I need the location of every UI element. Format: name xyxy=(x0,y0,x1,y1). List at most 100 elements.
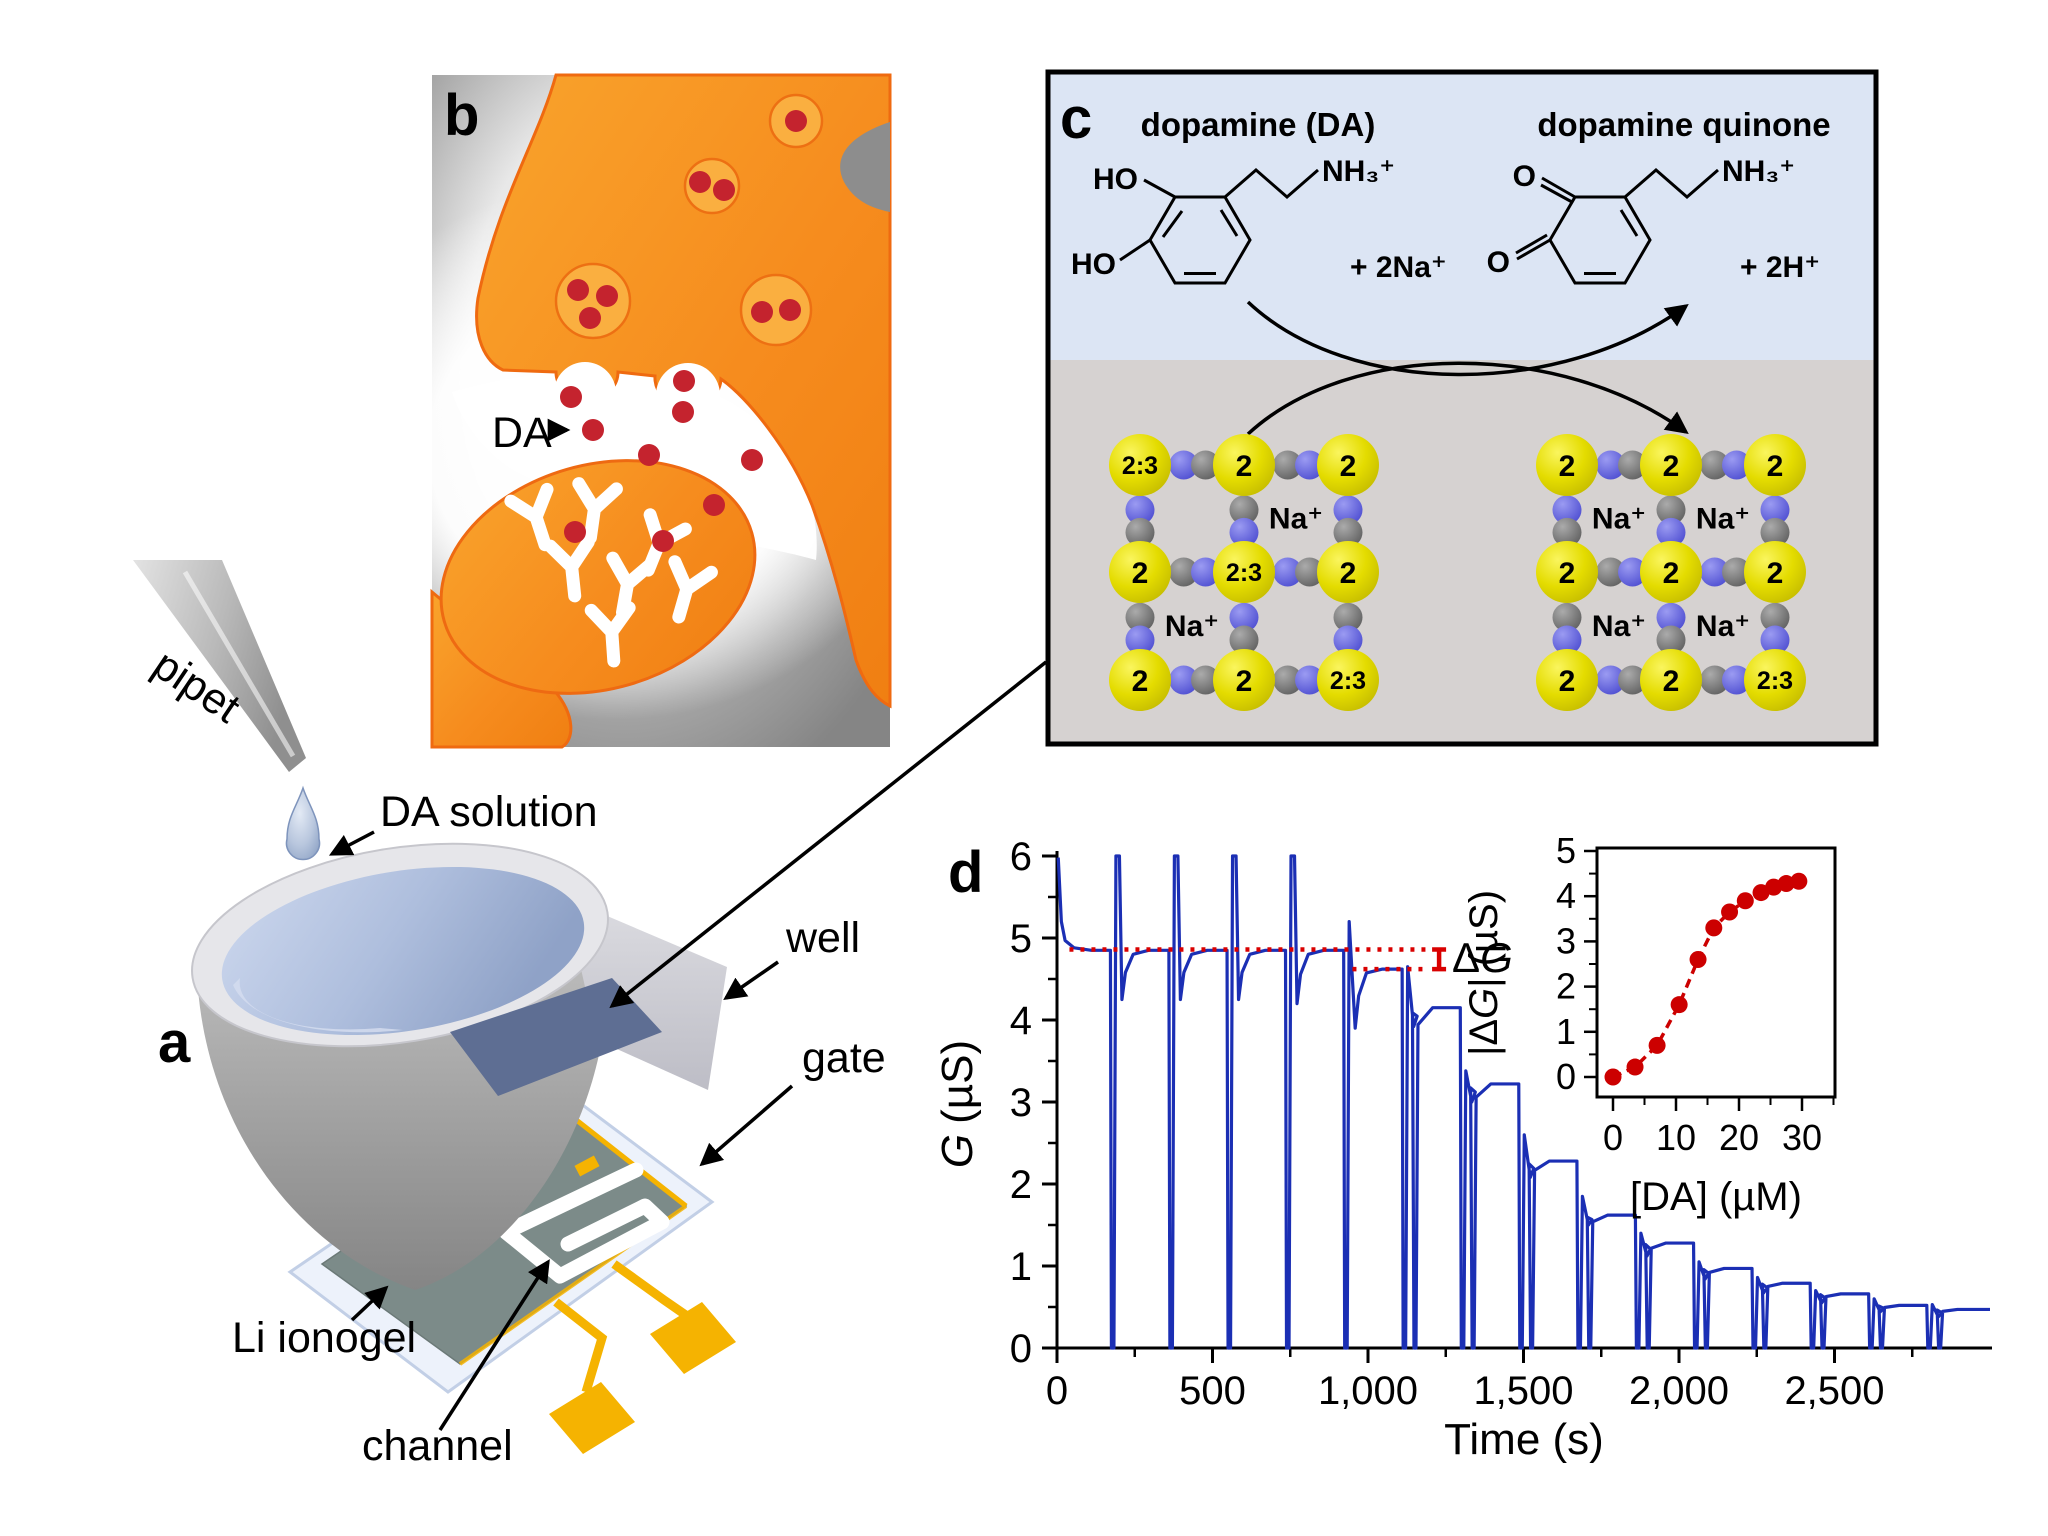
sodium-ion-label: Na⁺ xyxy=(1269,503,1323,536)
dopamine-quinone-title: dopamine quinone xyxy=(1537,106,1830,143)
cyanide-bridge-ball xyxy=(1125,602,1155,632)
receptor-y-icon xyxy=(543,535,595,603)
cyanide-bridge-ball xyxy=(1125,625,1155,655)
metal-node-label: 2 xyxy=(1559,665,1576,698)
dopamine-title: dopamine (DA) xyxy=(1141,106,1376,143)
cyanide-bridge-ball xyxy=(1596,557,1626,587)
dopamine-dot xyxy=(672,401,694,423)
plus-2na-label: + 2Na⁺ xyxy=(1350,251,1447,284)
y-tick-label: 5 xyxy=(1010,917,1032,961)
cyanide-bridge-ball xyxy=(1722,665,1752,695)
metal-node-label: 2 xyxy=(1663,450,1680,483)
liquid-highlight xyxy=(233,978,403,1033)
metal-node xyxy=(1744,434,1806,496)
metal-node-label: 2 xyxy=(1767,557,1784,590)
dopamine-dot xyxy=(560,386,582,408)
inset-y-tick-label: 3 xyxy=(1556,920,1576,961)
sodium-ion-label: Na⁺ xyxy=(1696,610,1750,643)
pipet-cone xyxy=(133,560,306,772)
cyanide-bridge-ball xyxy=(1229,495,1259,525)
cyanide-bridge-ball xyxy=(1656,495,1686,525)
pipet-highlight xyxy=(182,570,296,758)
cyanide-bridge-ball xyxy=(1191,557,1221,587)
cyanide-bridge-ball xyxy=(1760,602,1790,632)
vesicles xyxy=(554,93,824,347)
gold-tab xyxy=(574,1155,600,1177)
dopamine-dot xyxy=(689,171,711,193)
metal-node-label: 2:3 xyxy=(1757,667,1793,695)
sodium-ion-label: Na⁺ xyxy=(1696,503,1750,536)
panel-c-to-well-pointer xyxy=(609,660,1048,1009)
delta-g-annotation xyxy=(1069,947,1447,972)
inset-y-tick-label: 0 xyxy=(1556,1056,1576,1097)
cyanide-bridge-ball xyxy=(1722,557,1752,587)
receptor-y-icon xyxy=(504,482,554,552)
metal-node-label: 2 xyxy=(1236,450,1253,483)
x-tick-label: 0 xyxy=(1046,1369,1068,1413)
metal-node xyxy=(1744,649,1806,711)
panel-c-border xyxy=(1045,69,1879,747)
cyanide-bridge-ball xyxy=(1656,625,1686,655)
conductance-trace-path xyxy=(1056,854,1990,1350)
reaction-arrow-up xyxy=(1246,300,1689,377)
dopamine-dot xyxy=(779,299,801,321)
cyanide-bridge-ball xyxy=(1333,495,1363,525)
metal-node-label: 2 xyxy=(1767,450,1784,483)
x-tick-label: 2,500 xyxy=(1784,1369,1884,1413)
cyanide-bridge-ball xyxy=(1596,665,1626,695)
y-tick-label: 6 xyxy=(1010,835,1032,879)
metal-node xyxy=(1317,434,1379,496)
cyanide-bridge-ball xyxy=(1333,602,1363,632)
cyanide-bridge-ball xyxy=(1552,495,1582,525)
o-label-top: O xyxy=(1513,160,1536,193)
ho-label-bottom: HO xyxy=(1071,248,1116,281)
gate-arrow xyxy=(699,1084,794,1167)
inset-y-axis-label: |ΔG| (µS) xyxy=(1462,890,1506,1056)
cyanide-bridge-ball xyxy=(1760,625,1790,655)
postsynaptic-terminal xyxy=(439,459,757,695)
metal-node xyxy=(1536,541,1598,603)
dopamine-dot xyxy=(567,279,589,301)
well-arrow xyxy=(723,960,779,1000)
pba-lattice-reduced: 2:3 2 22 2:3 22 2 2:3Na⁺Na⁺ xyxy=(1109,434,1379,711)
x-tick-label: 1,500 xyxy=(1473,1369,1573,1413)
delta-g-label: ΔG xyxy=(1452,934,1513,981)
cyanide-bridge-ball xyxy=(1169,450,1199,480)
cyanide-bridge-ball xyxy=(1618,450,1648,480)
dopamine-dot xyxy=(652,530,674,552)
panel-b-synapse-illustration: b DA xyxy=(305,73,925,749)
inset-frame xyxy=(1595,846,1837,1099)
pba-lattice-oxidized: 2 2 22 2 22 2 2:3Na⁺ Na⁺Na⁺ Na⁺ xyxy=(1536,434,1806,711)
cyanide-bridge-ball xyxy=(1700,665,1730,695)
dopamine-dot xyxy=(785,110,807,132)
cyanide-bridge-ball xyxy=(1229,602,1259,632)
cyanide-bridge-ball xyxy=(1295,665,1325,695)
sodium-ion-label: Na⁺ xyxy=(1592,610,1646,643)
gold-pad xyxy=(650,1302,736,1374)
nh3-label-left: NH₃⁺ xyxy=(1322,155,1395,188)
well-label: well xyxy=(785,914,860,962)
panel-label-d: d xyxy=(948,840,983,905)
cyanide-bridge-ball xyxy=(1125,495,1155,525)
inset-y-tick-label: 2 xyxy=(1556,966,1576,1007)
metal-node xyxy=(1640,541,1702,603)
metal-node xyxy=(1109,434,1171,496)
dopamine-dot xyxy=(579,307,601,329)
cyanide-bridge-ball xyxy=(1333,517,1363,547)
inset-y-tick-label: 4 xyxy=(1556,875,1576,916)
da-solution-arrow xyxy=(328,830,375,856)
metal-node xyxy=(1213,649,1275,711)
x-tick-label: 2,000 xyxy=(1629,1369,1729,1413)
metal-node-label: 2:3 xyxy=(1330,667,1366,695)
metal-node xyxy=(1536,434,1598,496)
cyanide-bridge-ball xyxy=(1700,450,1730,480)
gold-trace xyxy=(611,1260,693,1322)
cyanide-bridge-ball xyxy=(1125,517,1155,547)
metal-node-label: 2 xyxy=(1340,557,1357,590)
cyanide-bridge-ball xyxy=(1552,625,1582,655)
dopamine-molecules xyxy=(560,370,763,552)
cyanide-bridge-ball xyxy=(1273,450,1303,480)
